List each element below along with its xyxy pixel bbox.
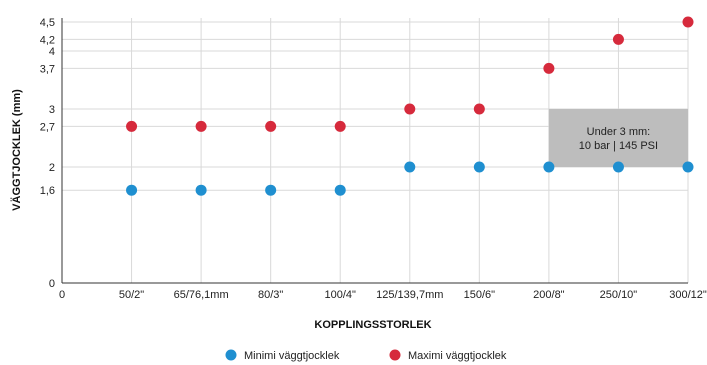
legend: Minimi väggtjocklek Maximi väggtjocklek — [225, 349, 507, 362]
y-tick-label: 0 — [49, 278, 55, 290]
max-thickness-point — [612, 33, 624, 45]
legend-marker-min — [225, 349, 237, 361]
annotation-line-2: 10 bar | 145 PSI — [579, 140, 658, 152]
x-tick-label: 200/8" — [533, 289, 565, 301]
x-tick-label: 80/3" — [258, 289, 283, 301]
max-thickness-point — [404, 103, 416, 115]
y-tick-label: 1,6 — [40, 185, 55, 197]
max-thickness-point — [195, 120, 207, 132]
min-thickness-point — [195, 184, 207, 196]
x-tick-label: 65/76,1mm — [174, 289, 229, 301]
x-tick-label: 250/10" — [600, 289, 638, 301]
max-thickness-point — [334, 120, 346, 132]
min-thickness-point — [404, 161, 416, 173]
x-axis-title: KOPPLINGSSTORLEK — [314, 319, 431, 331]
legend-label-min: Minimi väggtjocklek — [244, 350, 340, 362]
x-tick-label: 150/6" — [464, 289, 496, 301]
min-thickness-point — [265, 184, 277, 196]
y-tick-label: 2 — [49, 162, 55, 174]
y-tick-labels: 0 1,6 2 2,7 3 3,7 44,2 4,5 — [40, 17, 55, 290]
x-tick-labels: 0 50/2" 65/76,1mm 80/3" 100/4" 125/139,7mm 150… — [59, 289, 707, 301]
annotation-box — [548, 109, 688, 167]
x-tick-label: 300/12" — [669, 289, 707, 301]
max-thickness-point — [265, 120, 277, 132]
axes — [61, 18, 688, 284]
max-thickness-point — [682, 16, 694, 28]
min-thickness-point — [543, 161, 555, 173]
max-thickness-point — [126, 120, 138, 132]
min-thickness-point — [612, 161, 624, 173]
legend-marker-max — [389, 349, 401, 361]
max-thickness-point — [473, 103, 485, 115]
x-tick-label: 50/2" — [119, 289, 144, 301]
x-tick-label: 100/4" — [325, 289, 357, 301]
annotation-line-1: Under 3 mm: — [587, 126, 651, 138]
annotation: Under 3 mm: 10 bar | 145 PSI — [548, 109, 688, 167]
min-thickness-point — [473, 161, 485, 173]
y-tick-label: 3,7 — [40, 63, 55, 75]
y-tick-label: 4 — [49, 46, 55, 58]
min-thickness-point — [682, 161, 694, 173]
data-points — [126, 16, 694, 196]
y-tick-label: 4,5 — [40, 17, 55, 29]
x-tick-label: 125/139,7mm — [376, 289, 443, 301]
y-tick-label: 2,7 — [40, 121, 55, 133]
y-tick-label: 4,2 — [40, 34, 55, 46]
y-axis-title: VÄGGTJOCKLEK (mm) — [10, 89, 23, 211]
max-thickness-point — [543, 62, 555, 74]
x-tick-label: 0 — [59, 289, 65, 301]
legend-label-max: Maximi väggtjocklek — [408, 350, 507, 362]
min-thickness-point — [126, 184, 138, 196]
y-tick-label: 3 — [49, 104, 55, 116]
min-thickness-point — [334, 184, 346, 196]
